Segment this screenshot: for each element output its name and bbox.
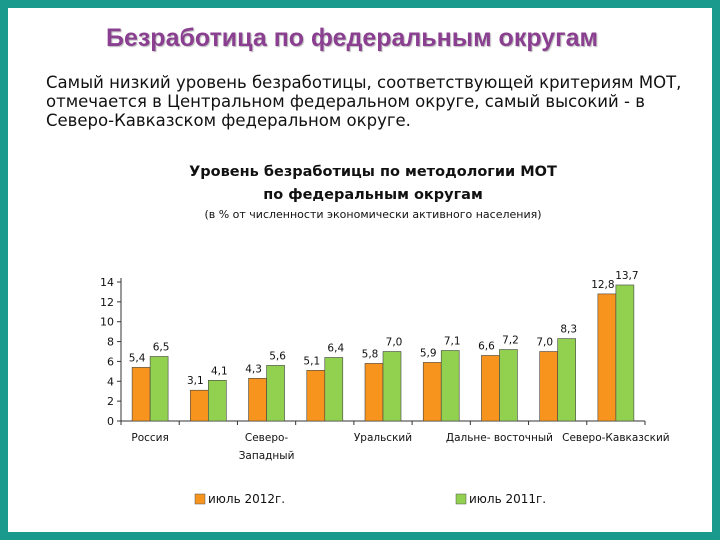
value-label: 12,8 <box>591 279 614 291</box>
bar-series1-7 <box>557 338 576 422</box>
x-tick-label: Северо-Кавказский <box>562 432 670 444</box>
x-tick-label: Дальне- восточный <box>446 432 553 444</box>
value-label: 13,7 <box>615 270 638 282</box>
bar-series1-2 <box>266 365 285 422</box>
x-tick-label: Уральский <box>354 432 412 444</box>
slide <box>8 8 712 532</box>
value-label: 5,1 <box>303 355 320 367</box>
bar-series1-5 <box>440 350 460 422</box>
slide-title: Безработица по федеральным округам <box>106 24 598 52</box>
y-tick-label: 4 <box>107 375 114 388</box>
bar-series0-6 <box>481 355 500 422</box>
value-label: 7,1 <box>444 336 461 348</box>
value-label: 6,5 <box>153 341 170 353</box>
value-label: 4,1 <box>211 365 228 377</box>
bar-series0-8 <box>597 293 617 422</box>
value-label: 7,0 <box>386 337 403 349</box>
value-label: 3,1 <box>187 375 204 387</box>
y-tick-label: 2 <box>107 395 114 408</box>
legend-label-2011: июль 2011г. <box>469 492 546 506</box>
value-label: 7,2 <box>502 335 519 347</box>
bar-series0-4 <box>364 363 384 422</box>
bar-series0-1 <box>190 389 209 422</box>
bar-series1-4 <box>382 351 402 422</box>
value-label: 5,8 <box>362 348 379 360</box>
legend-swatch-2011 <box>455 493 467 505</box>
x-tick-label: Россия <box>131 432 168 444</box>
bar-series0-0 <box>131 367 151 422</box>
value-label: 8,3 <box>560 324 577 336</box>
y-tick-label: 12 <box>100 296 114 309</box>
bar-series1-6 <box>499 349 518 422</box>
value-label: 6,4 <box>327 342 344 354</box>
y-tick-label: 0 <box>107 415 114 428</box>
y-tick-label: 10 <box>100 316 114 329</box>
x-tick-label: Северо- <box>245 432 289 444</box>
value-label: 4,3 <box>245 363 262 375</box>
legend-swatch-2012 <box>194 493 206 505</box>
bar-series1-3 <box>324 357 344 422</box>
y-tick-label: 6 <box>107 355 114 368</box>
bar-series1-1 <box>208 379 227 422</box>
bar-series0-2 <box>248 378 267 422</box>
value-label: 6,6 <box>478 340 495 352</box>
y-tick-label: 14 <box>100 276 114 289</box>
chart-title-line1: Уровень безработицы по методологии МОТ <box>189 164 557 180</box>
value-label: 5,4 <box>129 352 146 364</box>
bar-series0-3 <box>306 370 326 422</box>
chart-title-line2: по федеральным округам <box>263 187 483 203</box>
value-label: 5,9 <box>420 347 437 359</box>
y-tick-label: 8 <box>107 336 114 349</box>
bar-series0-5 <box>422 362 442 422</box>
x-tick-label: Западный <box>239 450 295 462</box>
value-label: 5,6 <box>269 350 286 362</box>
chart-subtitle: (в % от численности экономически активно… <box>204 208 541 221</box>
value-label: 7,0 <box>536 337 553 349</box>
legend-label-2012: июль 2012г. <box>208 492 285 506</box>
intro-text: Самый низкий уровень безработицы, соотве… <box>46 73 682 130</box>
bar-series1-8 <box>615 284 635 422</box>
bar-series1-0 <box>149 356 169 422</box>
bar-series0-7 <box>539 351 558 422</box>
